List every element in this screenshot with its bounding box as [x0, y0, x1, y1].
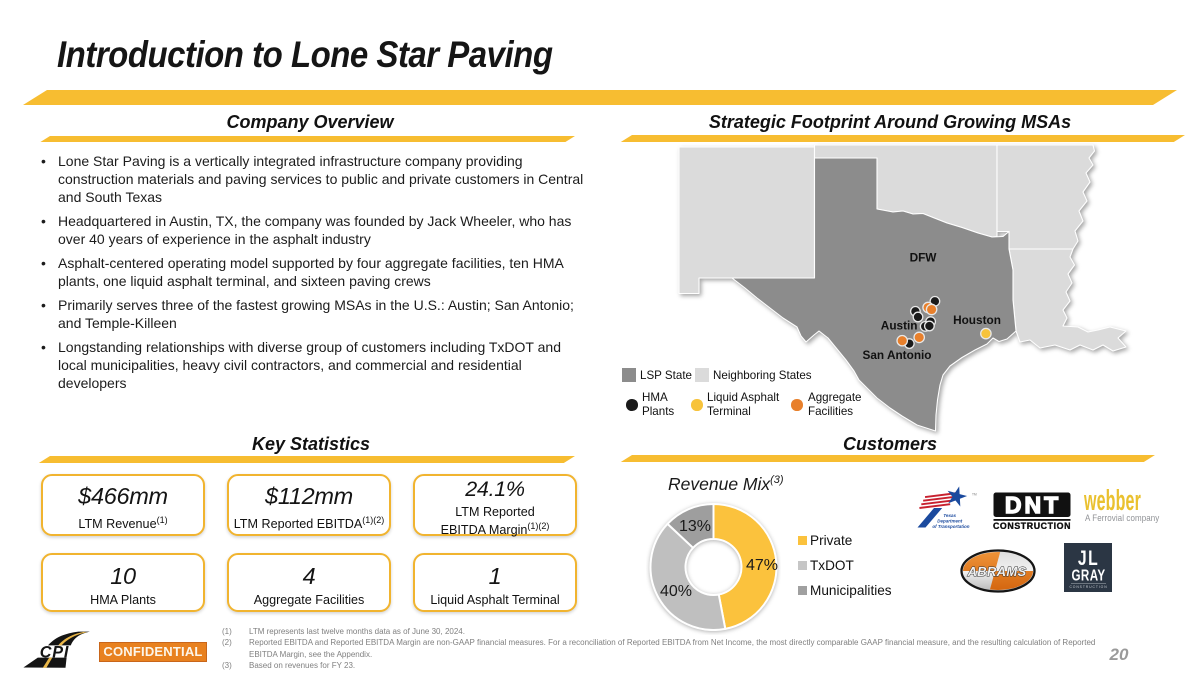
svg-text:Texas: Texas [943, 513, 956, 518]
svg-text:Austin: Austin [881, 319, 918, 333]
svg-text:DFW: DFW [910, 251, 938, 265]
svg-text:TM: TM [972, 493, 977, 497]
svg-text:JL: JL [1078, 545, 1099, 569]
svg-text:Department: Department [937, 518, 963, 523]
svg-text:DNT: DNT [1005, 492, 1061, 518]
svg-text:ABRAMS: ABRAMS [967, 564, 1027, 579]
svg-text:CONSTRUCTION: CONSTRUCTION [1069, 585, 1107, 589]
svg-text:CONSTRUCTION: CONSTRUCTION [993, 521, 1071, 529]
svg-text:GRAY: GRAY [1072, 566, 1106, 583]
svg-text:of Transportation: of Transportation [932, 524, 969, 529]
svg-text:San Antonio: San Antonio [862, 348, 931, 362]
svg-text:CPI: CPI [40, 643, 69, 661]
svg-text:Houston: Houston [953, 313, 1001, 327]
